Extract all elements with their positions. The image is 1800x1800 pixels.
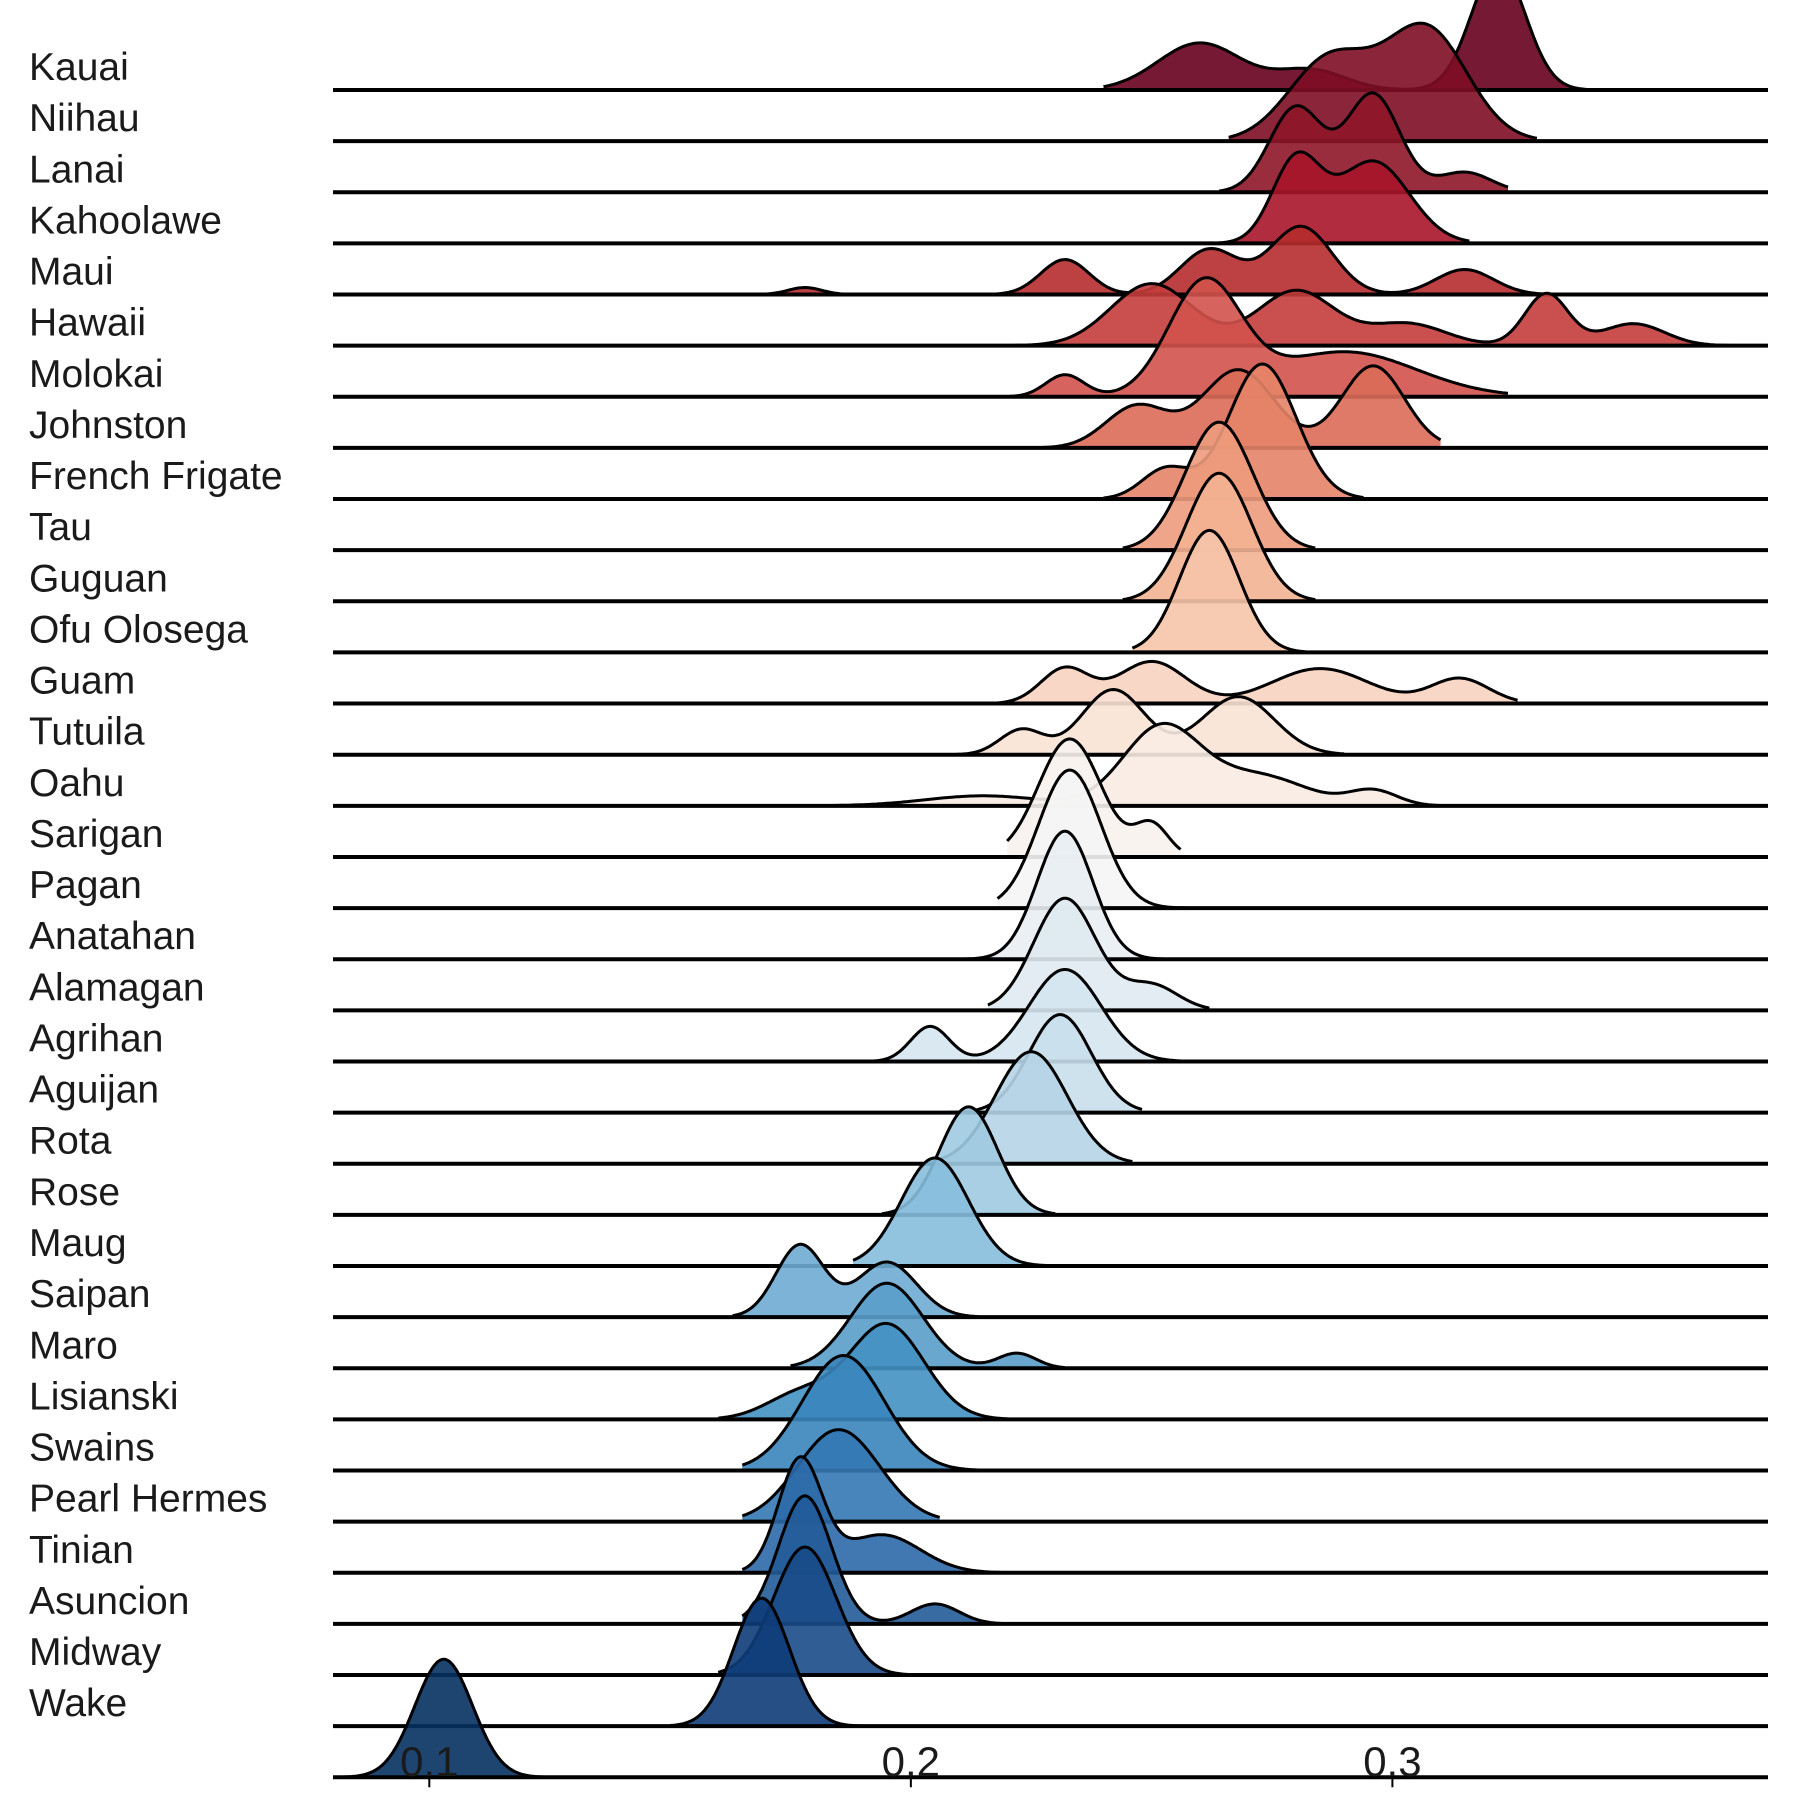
category-label-oahu: Oahu: [29, 762, 124, 805]
ridge-outline-alamagan: [987, 896, 1211, 1010]
category-label-guguan: Guguan: [29, 557, 168, 600]
category-label-alamagan: Alamagan: [29, 966, 205, 1009]
ridge-outline-ofu-olosega: [1131, 528, 1307, 654]
category-label-lisianski: Lisianski: [29, 1375, 179, 1418]
ridge-fill-oahu: [814, 723, 1441, 806]
ridge-ofu-olosega: [333, 528, 1768, 655]
ridge-tinian: [333, 1455, 1768, 1575]
ridge-fill-unlabeled-33: [333, 1659, 574, 1778]
category-label-rose: Rose: [29, 1171, 120, 1214]
category-label-swains: Swains: [29, 1427, 155, 1470]
category-label-molokai: Molokai: [29, 353, 163, 396]
category-label-johnston: Johnston: [29, 404, 187, 447]
ridge-fill-kauai: [1103, 0, 1614, 90]
category-label-french-frigate: French Frigate: [29, 455, 283, 498]
ridge-molokai: [333, 276, 1768, 399]
x-axis: 0.1 0.2 0.3: [400, 1738, 1422, 1788]
ridge-midway: [333, 1545, 1768, 1678]
ridge-fill-ofu-olosega: [1132, 530, 1306, 653]
category-label-maro: Maro: [29, 1324, 118, 1367]
ridge-outline-johnston: [1026, 364, 1442, 450]
category-label-hawaii: Hawaii: [29, 302, 146, 345]
category-label-tinian: Tinian: [29, 1529, 134, 1572]
ridge-outline-asuncion: [741, 1494, 1008, 1626]
ridge-outline-maug: [852, 1156, 1056, 1268]
ridges-layer: [332, 0, 1768, 1780]
ridge-outline-tutuila: [949, 688, 1345, 757]
ridge-outline-wake: [669, 1596, 864, 1728]
category-label-guam: Guam: [29, 660, 135, 703]
category-label-agrihan: Agrihan: [29, 1017, 163, 1060]
category-label-ofu-olosega: Ofu Olosega: [29, 608, 248, 651]
ridge-fill-maui: [766, 226, 1595, 295]
category-label-anatahan: Anatahan: [29, 915, 196, 958]
category-label-wake: Wake: [29, 1682, 127, 1725]
ridge-fill-maug: [853, 1158, 1056, 1266]
ridge-outline-oahu: [814, 721, 1441, 808]
ridge-swains: [333, 1354, 1768, 1473]
ridge-outline-lanai: [1218, 91, 1509, 193]
ridge-outline-niihau: [1228, 21, 1538, 140]
ridge-pearl-hermes: [333, 1428, 1768, 1524]
ridge-outline-guam: [983, 659, 1518, 705]
ridge-outline-molokai: [1007, 276, 1509, 398]
ridge-kauai: [333, 0, 1768, 92]
ridge-fill-tutuila: [949, 689, 1345, 755]
ridge-wake: [333, 1596, 1768, 1729]
category-label-niihau: Niihau: [29, 97, 140, 140]
x-tick-label: 0.3: [1363, 1738, 1421, 1785]
category-label-asuncion: Asuncion: [29, 1580, 189, 1623]
category-label-kahoolawe: Kahoolawe: [29, 199, 222, 242]
ridge-fill-anatahan: [959, 831, 1191, 960]
category-label-lanai: Lanai: [29, 148, 124, 191]
ridge-outline-tinian: [741, 1455, 1008, 1575]
ridge-guguan: [333, 471, 1768, 604]
ridge-outline-tau: [1122, 420, 1317, 550]
ridge-outline-agrihan: [862, 968, 1181, 1063]
ridge-rota: [333, 1050, 1768, 1166]
category-label-midway: Midway: [29, 1631, 162, 1674]
x-tick-label: 0.1: [400, 1738, 458, 1785]
ridge-outline-saipan: [732, 1242, 979, 1319]
ridge-maui: [333, 224, 1768, 297]
x-tick-label: 0.2: [882, 1738, 940, 1785]
ridge-kahoolawe: [333, 150, 1768, 246]
category-label-maui: Maui: [29, 251, 114, 294]
category-label-saipan: Saipan: [29, 1273, 150, 1316]
ridge-outline-lisianski: [717, 1321, 1008, 1421]
ridge-maro: [333, 1281, 1768, 1371]
ridge-johnston: [333, 364, 1768, 450]
ridge-outline-kahoolawe: [1218, 150, 1470, 245]
category-label-maug: Maug: [29, 1222, 127, 1265]
ridge-lisianski: [333, 1321, 1768, 1422]
ridge-outline-sarigan: [1006, 737, 1182, 851]
ridge-maug: [333, 1156, 1768, 1268]
ridge-outline-pearl-hermes: [741, 1428, 941, 1519]
category-label-tutuila: Tutuila: [29, 711, 145, 754]
ridge-tutuila: [333, 688, 1768, 757]
ridge-unlabeled-33: [332, 1657, 1768, 1780]
category-label-sarigan: Sarigan: [29, 813, 163, 856]
category-label-aguijan: Aguijan: [29, 1069, 159, 1112]
ridge-outline-maro: [790, 1281, 1066, 1370]
ridge-fill-swains: [742, 1355, 1032, 1471]
category-label-tau: Tau: [29, 506, 92, 549]
ridge-fill-wake: [670, 1598, 863, 1727]
ridge-outline-french-frigate: [1103, 362, 1364, 500]
ridge-asuncion: [333, 1494, 1768, 1626]
category-label-rota: Rota: [29, 1120, 112, 1163]
category-label-pearl-hermes: Pearl Hermes: [29, 1478, 267, 1521]
ridge-saipan: [333, 1242, 1768, 1320]
ridge-outline-guguan: [1122, 471, 1317, 602]
ridge-fill-agrihan: [862, 969, 1181, 1062]
ridge-outline-hawaii: [1007, 282, 1730, 347]
ridge-guam: [333, 659, 1768, 706]
category-labels: Kauai Niihau Lanai Kahoolawe Maui Hawaii Molok…: [29, 46, 283, 1725]
category-label-kauai: Kauai: [29, 46, 129, 89]
category-label-pagan: Pagan: [29, 864, 142, 907]
ridge-tau: [333, 420, 1768, 553]
